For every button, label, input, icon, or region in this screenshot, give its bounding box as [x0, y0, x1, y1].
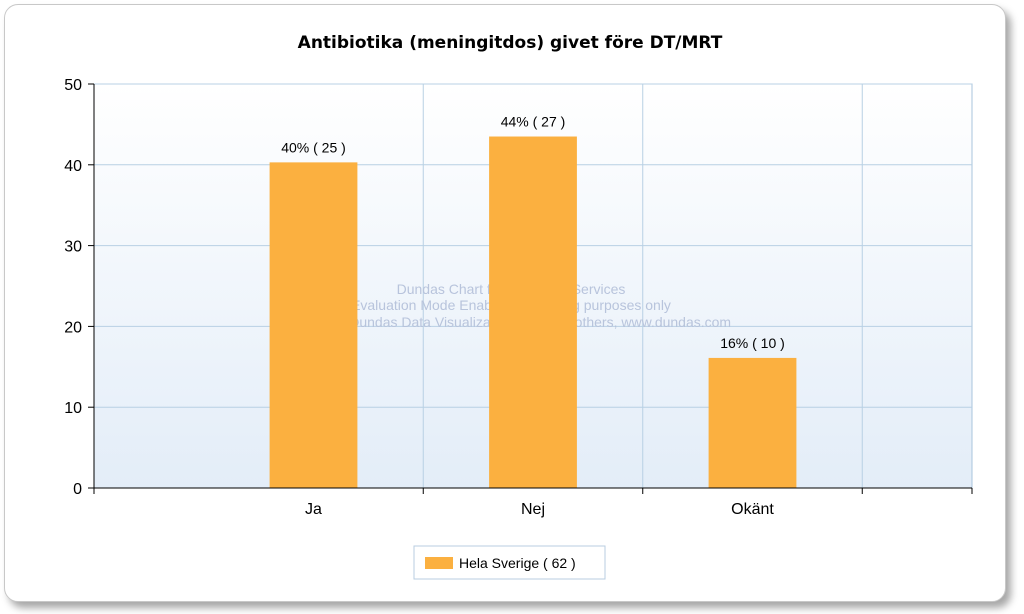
axes — [88, 83, 973, 494]
y-tick-label-0: 0 — [73, 481, 82, 498]
y-tick-label-40: 40 — [64, 158, 82, 175]
legend-swatch — [425, 557, 453, 569]
data-label-0: 40% ( 25 ) — [281, 139, 346, 155]
bar-okänt[interactable] — [708, 357, 797, 488]
y-tick-label-10: 10 — [64, 400, 82, 417]
data-label-1: 44% ( 27 ) — [501, 114, 566, 130]
y-tick-label-30: 30 — [64, 239, 82, 256]
x-tick-label-ja: Ja — [305, 501, 322, 518]
data-label-2: 16% ( 10 ) — [720, 335, 785, 351]
x-tick-label-nej: Nej — [521, 501, 545, 518]
y-tick-label-20: 20 — [64, 319, 82, 336]
axis-labels: 0 10 20 30 40 50 Ja Nej Okänt — [64, 77, 774, 518]
bar-series: 40% ( 25 ) 44% ( 27 ) 16% ( 10 ) — [269, 114, 797, 488]
bar-ja[interactable] — [269, 162, 358, 488]
legend-label: Hela Sverige ( 62 ) — [459, 555, 576, 571]
x-tick-label-okänt: Okänt — [731, 501, 774, 518]
legend: Hela Sverige ( 62 ) — [413, 545, 606, 580]
chart-title: Antibiotika (meningitdos) givet före DT/… — [298, 33, 723, 53]
bar-nej[interactable] — [489, 136, 577, 488]
y-tick-label-50: 50 — [64, 77, 82, 94]
